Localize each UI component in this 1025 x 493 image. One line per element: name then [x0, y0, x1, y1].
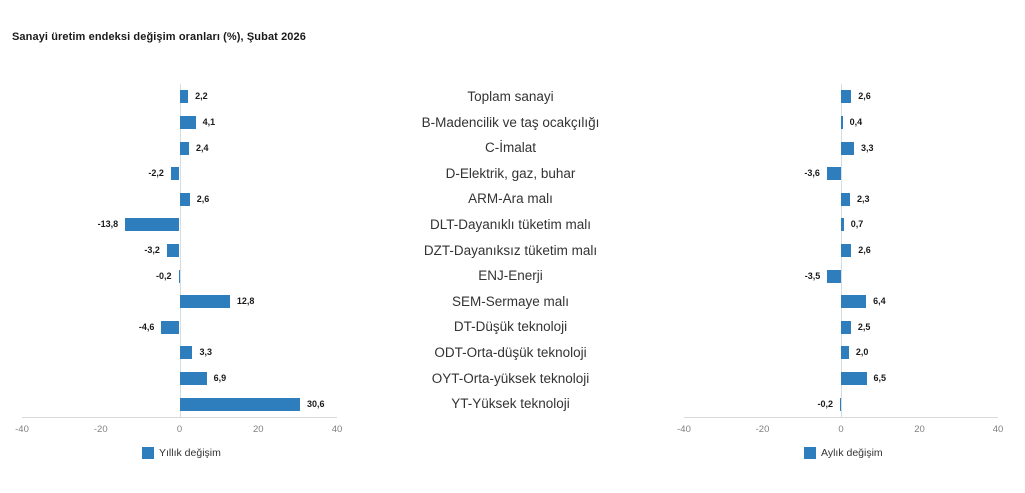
- value-label: -0,2: [155, 270, 172, 281]
- bar[interactable]: [125, 218, 180, 232]
- value-label: 0,7: [850, 219, 864, 230]
- bar[interactable]: [841, 243, 852, 257]
- bar[interactable]: [841, 115, 843, 129]
- value-label: 2,3: [857, 193, 870, 204]
- value-label: 2,6: [196, 193, 210, 204]
- category-label: ENJ-Enerji: [478, 268, 543, 284]
- bar[interactable]: [178, 269, 180, 283]
- value-label: 0,4: [849, 116, 863, 127]
- axis-tick-label: 20: [252, 424, 264, 435]
- bar[interactable]: [841, 218, 844, 232]
- legend-swatch-annual: [142, 447, 154, 459]
- value-label: -3,6: [804, 168, 820, 179]
- value-label: 30,6: [306, 398, 325, 409]
- bar[interactable]: [179, 371, 207, 385]
- category-label: ARM-Ara malı: [468, 191, 553, 207]
- bar[interactable]: [179, 346, 193, 360]
- value-label: -4,6: [138, 321, 155, 332]
- bar[interactable]: [841, 141, 854, 155]
- annual-change-chart: 2,2 4,1 2,4 -2,2 2,6 -13,8 -3,2 -0,2 12,8 -4,6 3,3…: [15, 84, 342, 440]
- value-label: 3,3: [199, 347, 212, 358]
- bar[interactable]: [179, 141, 189, 155]
- axis-tick-label: -40: [677, 424, 691, 435]
- category-label: YT-Yüksek teknoloji: [451, 396, 570, 412]
- bar[interactable]: [179, 90, 189, 104]
- bar[interactable]: [841, 90, 852, 104]
- category-label: ODT-Orta-düşük teknoloji: [434, 344, 587, 360]
- bar[interactable]: [166, 243, 180, 257]
- category-label: OYT-Orta-yüksek teknoloji: [431, 370, 590, 386]
- bar[interactable]: [170, 167, 180, 181]
- value-label: 6,4: [873, 296, 886, 307]
- bar[interactable]: [161, 320, 180, 334]
- axis-tick-label: -20: [755, 424, 770, 435]
- value-label: 2,2: [195, 91, 208, 102]
- value-label: -0,2: [817, 398, 833, 409]
- category-label: DLT-Dayanıklı tüketim malı: [429, 216, 592, 232]
- value-label: 6,9: [213, 372, 227, 383]
- bar[interactable]: [841, 320, 851, 334]
- bar[interactable]: [840, 397, 841, 411]
- legend-label-monthly: Aylık değişim: [821, 447, 883, 459]
- value-label: 3,3: [860, 142, 874, 153]
- axis-tick-label: 40: [992, 424, 1004, 435]
- zero-gridline: [179, 84, 181, 417]
- bar[interactable]: [841, 192, 851, 206]
- bar[interactable]: [179, 397, 300, 411]
- legend-swatch-monthly: [804, 447, 816, 459]
- axis-tick-label: -40: [15, 424, 29, 435]
- category-label: D-Elektrik, gaz, buhar: [445, 165, 576, 181]
- value-label: -3,2: [144, 244, 160, 255]
- value-label: 2,4: [195, 142, 209, 153]
- value-label: 12,8: [236, 296, 255, 307]
- bar[interactable]: [179, 192, 190, 206]
- value-label: 2,5: [857, 321, 871, 332]
- monthly-change-chart: 2,6 0,4 3,3 -3,6 2,3 0,7 2,6 -3,5 6,4 2,5 2,0 6,5 -0…: [677, 84, 1003, 440]
- category-label: Toplam sanayi: [467, 89, 554, 104]
- category-labels-column: Toplam sanayi B-Madencilik ve taş ocakçıl…: [337, 84, 684, 417]
- axis-tick-label: 0: [838, 424, 844, 435]
- x-axis-line: [684, 417, 998, 418]
- axis-tick-label: 20: [914, 424, 925, 435]
- legend-annual-change[interactable]: Yıllık değişim: [142, 447, 221, 459]
- category-label: DZT-Dayanıksız tüketim malı: [423, 242, 598, 258]
- chart-title: Sanayi üretim endeksi değişim oranları (…: [12, 31, 306, 43]
- category-label: B-Madencilik ve taş ocakçılığı: [421, 114, 600, 130]
- bar[interactable]: [179, 115, 196, 129]
- bar[interactable]: [841, 371, 867, 385]
- bar[interactable]: [826, 167, 841, 181]
- category-label: DT-Düşük teknoloji: [453, 319, 568, 335]
- value-label: -2,2: [148, 168, 164, 179]
- bar[interactable]: [841, 295, 867, 309]
- value-label: 2,6: [858, 91, 871, 102]
- value-label: 2,6: [858, 244, 871, 255]
- category-label: SEM-Sermaye malı: [451, 293, 570, 309]
- value-label: 2,0: [855, 347, 869, 358]
- value-label: -3,5: [804, 270, 821, 281]
- value-label: 4,1: [202, 116, 216, 127]
- axis-tick-label: -20: [93, 424, 108, 435]
- value-label: -13,8: [97, 219, 119, 230]
- axis-tick-label: 0: [176, 424, 183, 435]
- bar[interactable]: [179, 295, 230, 309]
- x-axis-line: [22, 417, 337, 418]
- axis-tick-label: 40: [331, 424, 343, 435]
- category-label: C-İmalat: [484, 140, 536, 156]
- value-label: 6,5: [873, 372, 887, 383]
- legend-monthly-change[interactable]: Aylık değişim: [804, 447, 883, 459]
- bar[interactable]: [827, 269, 841, 283]
- bar[interactable]: [841, 346, 849, 360]
- legend-label-annual: Yıllık değişim: [159, 447, 221, 459]
